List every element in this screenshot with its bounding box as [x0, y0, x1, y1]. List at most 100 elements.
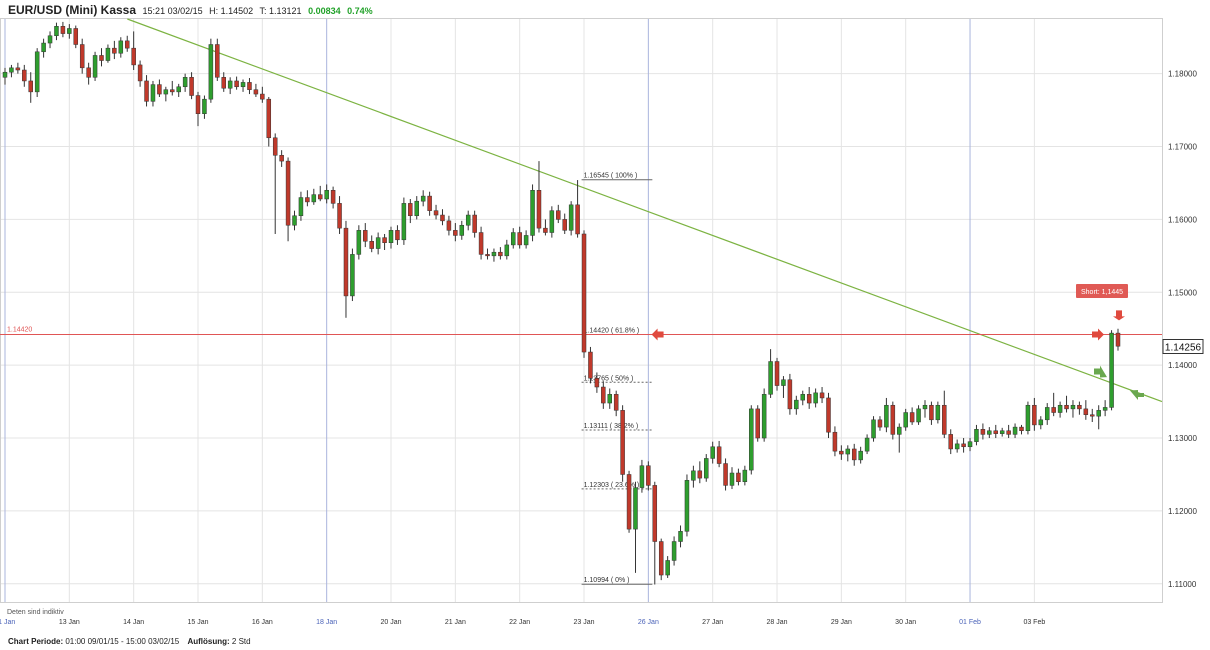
candle-up	[311, 194, 317, 203]
candle-down	[446, 220, 452, 231]
candle-up	[530, 190, 535, 236]
candle-up	[845, 448, 851, 455]
resolution-label: Auflösung:	[187, 637, 230, 646]
candle-down	[536, 190, 542, 229]
candle-down	[124, 40, 130, 49]
candle-down	[877, 419, 883, 428]
candle-down	[646, 465, 651, 486]
x-tick-label: 01 Feb	[959, 619, 981, 626]
candle-down	[395, 230, 400, 241]
candle-down	[961, 443, 966, 448]
candle-up	[375, 237, 381, 249]
candle-up	[987, 430, 992, 435]
candle-down	[1077, 404, 1082, 410]
candle-up	[67, 28, 72, 34]
x-tick-label: 21 Jan	[445, 619, 466, 626]
candle-down	[343, 227, 349, 297]
x-tick-label: 26 Jan	[638, 619, 659, 626]
candle-up	[1057, 404, 1063, 413]
candle-down	[697, 470, 703, 479]
candle-up	[356, 230, 362, 255]
candlestick-chart[interactable]: 1.16545 ( 100% ) 1.14420 ( 61.8% ) 1.13765…	[0, 18, 1210, 632]
arrow-left-red-icon	[651, 328, 664, 341]
x-tick-label: 22 Jan	[509, 619, 530, 626]
candle-up	[710, 446, 715, 459]
candle-up	[794, 399, 799, 410]
candle-up	[858, 450, 863, 461]
candle-up	[163, 89, 169, 95]
candle-down	[260, 93, 265, 100]
candle-up	[511, 232, 516, 246]
candle-down	[215, 44, 220, 78]
candle-down	[620, 410, 625, 475]
candle-down	[272, 137, 278, 156]
x-tick-label: 28 Jan	[767, 619, 788, 626]
candle-down	[517, 232, 522, 246]
candle-down	[337, 203, 342, 229]
candle-down	[755, 408, 760, 439]
candle-up	[768, 361, 773, 395]
candle-down	[594, 378, 600, 388]
candle-up	[742, 469, 748, 483]
candle-up	[388, 230, 394, 243]
candle-down	[890, 404, 896, 435]
candle-up	[227, 80, 233, 89]
fibonacci-levels: 1.16545 ( 100% ) 1.14420 ( 61.8% ) 1.13765…	[581, 173, 653, 585]
candle-up	[350, 254, 355, 297]
x-axis: 11 Jan 13 Jan 14 Jan 15 Jan 16 Jan 18 Jan 20 J…	[0, 619, 1045, 626]
candle-up	[176, 86, 181, 93]
candle-down	[929, 404, 934, 421]
candle-up	[504, 244, 510, 257]
candle-down	[137, 64, 143, 82]
candle-up	[691, 470, 696, 481]
x-tick-label: 15 Jan	[187, 619, 208, 626]
candle-down	[15, 67, 21, 71]
candle-up	[781, 379, 786, 386]
candle-down	[131, 47, 136, 66]
candle-up	[800, 394, 806, 401]
candle-up	[954, 443, 960, 450]
candle-up	[202, 98, 207, 114]
arrow-down-red-icon	[1113, 310, 1125, 321]
candle-up	[523, 235, 529, 246]
candle-up	[34, 51, 40, 93]
candle-down	[28, 80, 33, 93]
y-tick-label: 1.11000	[1168, 580, 1197, 589]
candle-up	[292, 215, 297, 226]
candle-down	[305, 197, 310, 203]
candle-down	[736, 472, 741, 483]
candle-up	[414, 200, 419, 217]
x-tick-label: 30 Jan	[895, 619, 916, 626]
candle-up	[549, 210, 555, 233]
x-tick-label: 29 Jan	[831, 619, 852, 626]
candle-up	[864, 437, 870, 452]
candle-up	[1044, 407, 1050, 421]
x-tick-label: 18 Jan	[316, 619, 337, 626]
candle-up	[1102, 407, 1108, 411]
x-tick-label: 03 Feb	[1023, 619, 1045, 626]
candle-down	[851, 448, 857, 461]
x-tick-label: 23 Jan	[574, 619, 595, 626]
resolution-value: 2 Std	[231, 637, 251, 646]
candle-up	[935, 404, 941, 421]
candle-down	[806, 394, 812, 404]
candle-down	[556, 210, 561, 220]
candle-down	[658, 541, 664, 576]
candle-down	[1006, 430, 1011, 435]
candle-up	[1038, 419, 1044, 426]
candle-down	[279, 155, 284, 162]
period-value: 01:00 09/01/15 - 15:00 03/02/15	[65, 637, 180, 646]
candle-down	[144, 80, 149, 102]
candle-down	[1051, 407, 1056, 413]
candle-down	[787, 379, 793, 410]
y-tick-label: 1.17000	[1168, 143, 1197, 152]
candle-down	[453, 230, 458, 236]
candle-up	[671, 541, 677, 561]
arrow-right-red-icon	[1092, 328, 1104, 341]
candle-down	[826, 397, 831, 433]
candle-down	[942, 404, 947, 435]
candle-down	[22, 69, 27, 82]
candle-up	[182, 77, 188, 88]
period-label: Chart Periode:	[8, 637, 64, 646]
candle-down	[266, 98, 272, 139]
